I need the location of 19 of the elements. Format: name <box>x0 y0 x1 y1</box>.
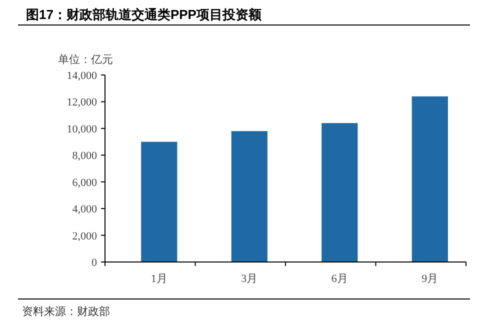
y-tick-label: 10,000 <box>66 123 98 136</box>
y-tick-label: 4,000 <box>72 204 98 216</box>
y-tick-label: 2,000 <box>72 230 98 242</box>
text: 资料来源：财政部 <box>22 305 110 318</box>
chart-title: 图17：财政部轨道交通类PPP项目投资额 <box>26 7 262 22</box>
bar <box>412 96 448 262</box>
x-tick-label: 6月 <box>331 273 348 285</box>
y-axis-title: 单位：亿元 <box>58 53 113 66</box>
x-tick-label: 1月 <box>150 273 168 285</box>
y-tick-label: 12,000 <box>66 96 98 109</box>
y-tick-label: 0 <box>92 257 98 269</box>
x-tick-label: 3月 <box>241 273 258 285</box>
x-tick-label: 9月 <box>422 273 438 285</box>
bar <box>231 131 268 262</box>
bar <box>322 123 358 262</box>
y-tick-label: 6,000 <box>72 176 98 189</box>
bar <box>141 142 178 262</box>
y-tick-label: 8,000 <box>72 150 98 162</box>
y-tick-label: 14,000 <box>66 70 98 82</box>
